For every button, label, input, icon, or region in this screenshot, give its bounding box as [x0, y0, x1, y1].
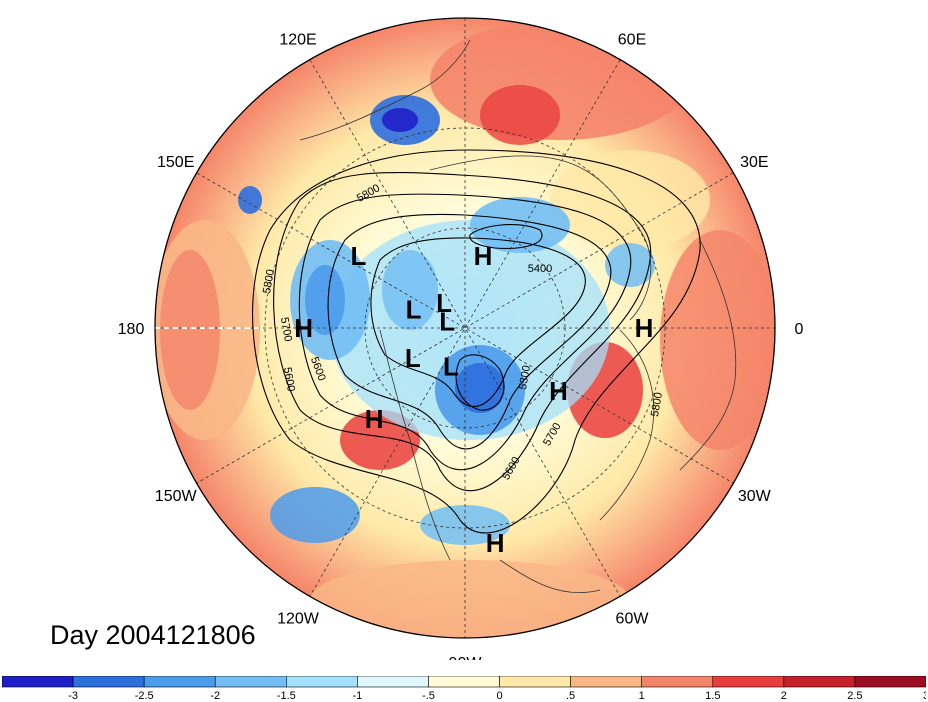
colorbar-swatch	[783, 676, 856, 688]
map-border	[154, 17, 776, 639]
colorbar-tick-label: -1.5	[277, 690, 296, 702]
longitude-label: 0	[795, 321, 804, 338]
longitude-label: 180	[118, 321, 145, 338]
high-pressure-marker: H	[294, 313, 313, 343]
colorbar-tick-label: 1.5	[705, 690, 720, 702]
colorbar-tick-label: -3	[68, 690, 78, 702]
colorbar-swatch	[570, 676, 642, 688]
colorbar-swatches	[2, 676, 926, 688]
colorbar-tick-label: -.5	[422, 690, 435, 702]
high-pressure-marker: H	[365, 404, 384, 434]
height-contours	[252, 149, 701, 534]
contour-label: 5800	[261, 268, 277, 294]
low-pressure-marker: L	[439, 307, 455, 337]
high-pressure-marker: H	[635, 313, 654, 343]
contour-label: 5400	[528, 263, 552, 275]
coastlines	[299, 39, 737, 594]
high-pressure-marker: H	[486, 528, 505, 558]
colorbar-swatch	[214, 676, 287, 688]
colorbar-swatch	[854, 676, 926, 688]
colorbar-tick-label: .5	[566, 690, 575, 702]
colorbar-tick-label: -2.5	[135, 690, 154, 702]
low-pressure-marker: L	[406, 294, 422, 324]
colorbar-tick-label: 1	[639, 690, 645, 702]
colorbar-tick-label: 2.5	[847, 690, 862, 702]
contour-label: 5300	[517, 364, 533, 390]
colorbar-swatch	[2, 676, 74, 688]
date-title: Day 2004121806	[50, 620, 256, 650]
longitude-labels: 90E 60E 30E 0 30W 60W 90W 120W 150W 180 150E 120E	[118, 0, 804, 660]
contour-label: 5700	[278, 316, 294, 342]
colorbar-tick-label: 2	[781, 690, 787, 702]
colorbar: -3 -2.5 -2 -1.5 -1 -.5 0 .5 1 1.5 2 2.5 3	[2, 676, 926, 702]
longitude-label: 90W	[449, 655, 483, 660]
colorbar-swatch	[428, 676, 500, 688]
colorbar-ticks: -3 -2.5 -2 -1.5 -1 -.5 0 .5 1 1.5 2 2.5 3	[68, 690, 926, 702]
colorbar-swatch	[286, 676, 358, 688]
longitude-label: 120W	[277, 610, 320, 627]
colorbar-swatch	[712, 676, 785, 688]
longitude-label: 120E	[279, 32, 316, 49]
colorbar-swatch	[357, 676, 429, 688]
low-pressure-marker: L	[351, 241, 367, 271]
high-pressure-marker: H	[549, 376, 568, 406]
low-pressure-marker: L	[405, 343, 421, 373]
polar-map: 5800570056005800560054005300560057005800…	[118, 0, 804, 660]
contour-label: 5800	[649, 391, 665, 417]
longitude-label: 30W	[738, 488, 772, 505]
low-pressure-marker: L	[443, 351, 459, 381]
longitude-label: 150E	[157, 154, 194, 171]
colorbar-swatch	[499, 676, 571, 688]
longitude-label: 150W	[155, 488, 198, 505]
colorbar-swatch	[641, 676, 714, 688]
colorbar-tick-label: 3	[923, 690, 926, 702]
colorbar-swatch	[72, 676, 145, 688]
contour-label: 5600	[281, 366, 297, 392]
colorbar-swatch	[143, 676, 216, 688]
longitude-label: 90E	[451, 0, 479, 4]
longitude-label: 60E	[618, 32, 646, 49]
longitude-label: 30E	[740, 154, 768, 171]
high-pressure-marker: H	[474, 241, 493, 271]
colorbar-tick-label: 0	[496, 690, 502, 702]
low-pressure-marker: L	[436, 288, 452, 318]
colorbar-tick-label: -1	[353, 690, 363, 702]
colorbar-tick-label: -2	[210, 690, 220, 702]
longitude-label: 60W	[616, 610, 650, 627]
